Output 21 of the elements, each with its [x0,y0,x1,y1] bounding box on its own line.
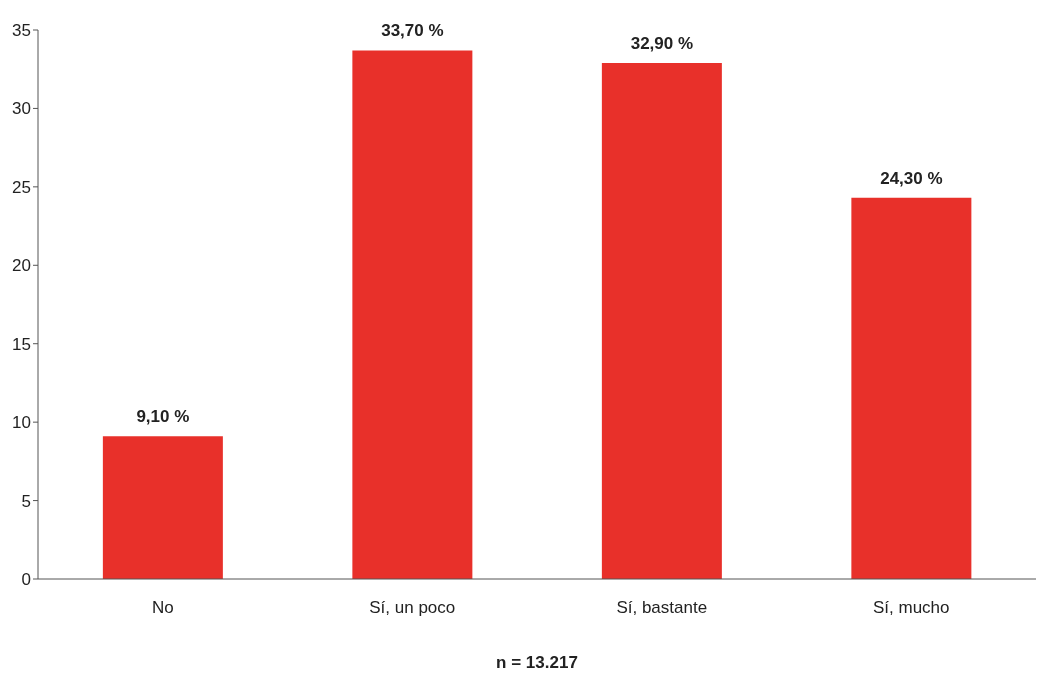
text: n = 13.217 [495,653,579,673]
y-tick-label: 0 [21,570,31,590]
y-tick-label: 35 [12,21,31,41]
data-label: 33,70 % [381,21,444,41]
bar [851,197,972,579]
y-tick-label: 25 [12,177,31,197]
x-tick-label: Sí, bastante [616,598,708,618]
y-tick-label: 20 [12,256,31,276]
x-tick-label: Sí, un poco [369,598,456,618]
bar [601,62,722,579]
y-tick-label: 10 [12,413,31,433]
data-label: 24,30 % [880,168,943,188]
bar [102,436,223,579]
x-tick-label: No [151,598,174,618]
x-tick-label: Sí, mucho [872,598,950,618]
y-tick-label: 15 [12,334,31,354]
data-label: 32,90 % [630,33,694,53]
y-tick-label: 5 [21,491,31,511]
bar [352,50,473,579]
data-label: 9,10 % [136,407,190,427]
y-tick-label: 30 [12,99,31,119]
